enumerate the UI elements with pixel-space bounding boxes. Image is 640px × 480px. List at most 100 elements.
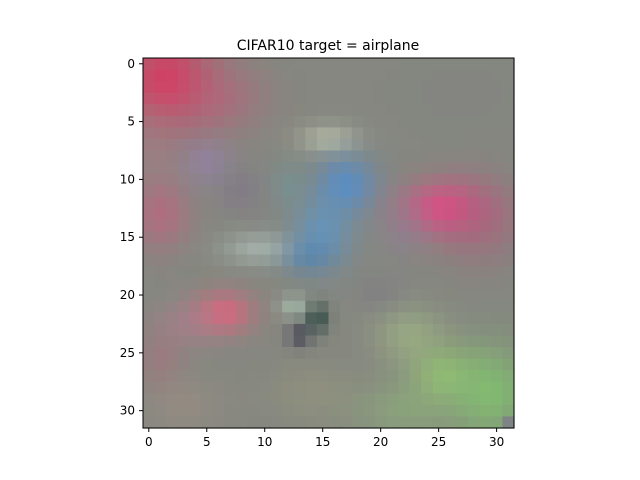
image-pixel — [200, 173, 214, 186]
image-pixel — [258, 300, 272, 313]
image-pixel — [270, 335, 283, 348]
image-pixel — [328, 312, 341, 325]
image-pixel — [328, 138, 341, 152]
image-pixel — [200, 416, 214, 429]
image-pixel — [235, 173, 248, 186]
image-pixel — [502, 416, 515, 429]
image-pixel — [166, 312, 179, 325]
image-pixel — [200, 115, 214, 128]
image-pixel — [444, 358, 457, 371]
image-pixel — [363, 208, 376, 221]
image-pixel — [328, 323, 341, 337]
image-pixel — [340, 347, 353, 360]
image-pixel — [386, 208, 399, 221]
image-pixel — [166, 404, 179, 418]
image-pixel — [444, 115, 457, 128]
image-pixel — [363, 404, 376, 418]
image-pixel — [363, 115, 376, 128]
image-pixel — [282, 312, 295, 325]
image-pixel — [421, 127, 434, 140]
image-pixel — [282, 231, 295, 244]
image-pixel — [224, 69, 237, 82]
image-pixel — [270, 266, 283, 279]
image-pixel — [479, 104, 492, 117]
image-pixel — [456, 312, 469, 325]
image-pixel — [212, 404, 225, 418]
image-pixel — [143, 266, 156, 279]
image-pixel — [143, 381, 156, 394]
image-pixel — [154, 104, 167, 117]
image-pixel — [177, 150, 190, 163]
image-pixel — [398, 266, 411, 279]
image-pixel — [305, 381, 318, 394]
image-pixel — [374, 208, 388, 221]
image-pixel — [363, 266, 376, 279]
image-pixel — [432, 127, 446, 140]
image-pixel — [270, 173, 283, 186]
image-pixel — [224, 289, 237, 302]
image-pixel — [351, 173, 364, 186]
image-pixel — [374, 150, 388, 163]
image-pixel — [502, 58, 515, 71]
image-pixel — [154, 347, 167, 360]
image-pixel — [444, 150, 457, 163]
image-pixel — [456, 150, 469, 163]
image-pixel — [409, 335, 422, 348]
image-pixel — [386, 92, 399, 105]
image-pixel — [189, 312, 202, 325]
image-pixel — [166, 208, 179, 221]
image-pixel — [328, 81, 341, 94]
image-pixel — [340, 393, 353, 406]
image-pixel — [282, 381, 295, 394]
image-pixel — [351, 335, 364, 348]
image-pixel — [293, 289, 306, 302]
image-pixel — [270, 243, 283, 256]
image-pixel — [316, 104, 330, 117]
image-pixel — [270, 289, 283, 302]
image-pixel — [479, 231, 492, 244]
image-pixel — [270, 358, 283, 371]
image-pixel — [235, 254, 248, 267]
image-pixel — [467, 92, 480, 105]
image-pixel — [177, 254, 190, 267]
image-pixel — [490, 312, 503, 325]
image-pixel — [328, 277, 341, 290]
image-pixel — [363, 254, 376, 267]
image-pixel — [177, 219, 190, 233]
image-pixel — [444, 231, 457, 244]
image-pixel — [200, 196, 214, 209]
image-pixel — [479, 312, 492, 325]
image-pixel — [200, 162, 214, 175]
image-pixel — [316, 277, 330, 290]
image-pixel — [224, 104, 237, 117]
image-pixel — [328, 196, 341, 209]
image-pixel — [200, 104, 214, 117]
image-pixel — [351, 208, 364, 221]
image-pixel — [490, 381, 503, 394]
image-pixel — [398, 196, 411, 209]
image-pixel — [224, 127, 237, 140]
image-pixel — [154, 323, 167, 337]
image-pixel — [502, 104, 515, 117]
image-pixel — [456, 69, 469, 82]
image-pixel — [409, 173, 422, 186]
image-pixel — [224, 404, 237, 418]
image-pixel — [305, 266, 318, 279]
image-pixel — [421, 69, 434, 82]
image-pixel — [258, 370, 272, 383]
image-pixel — [270, 196, 283, 209]
image-pixel — [479, 150, 492, 163]
image-pixel — [316, 185, 330, 198]
image-pixel — [212, 104, 225, 117]
image-pixel — [490, 150, 503, 163]
image-pixel — [258, 173, 272, 186]
image-pixel — [154, 162, 167, 175]
image-pixel — [316, 92, 330, 105]
image-pixel — [351, 104, 364, 117]
image-pixel — [467, 115, 480, 128]
image-pixel — [212, 231, 225, 244]
image-pixel — [432, 150, 446, 163]
image-pixel — [316, 254, 330, 267]
image-pixel — [212, 381, 225, 394]
image-pixel — [247, 381, 260, 394]
